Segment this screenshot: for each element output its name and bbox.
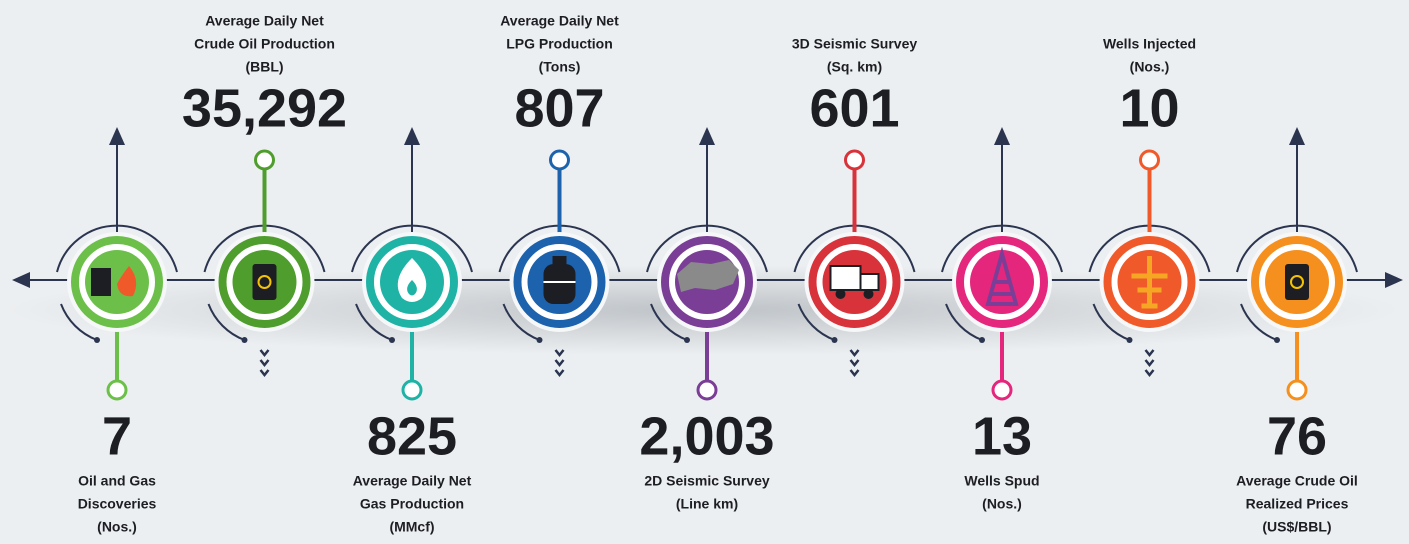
arc-dot [536,337,543,343]
milestone: Wells Injected (Nos.) 10 [1088,36,1211,378]
icon [835,289,846,299]
chevron [849,369,860,378]
arc-dot [1274,337,1280,343]
arc [797,303,835,341]
chevron [849,349,860,358]
value: 76 [1267,406,1327,466]
icon [257,275,272,289]
arc-dot [684,337,690,343]
arc [355,303,393,341]
label: Oil and Gas [78,473,156,489]
label: (Tons) [539,59,581,75]
chevron [849,359,860,368]
arc [60,303,98,341]
label: (Nos.) [982,496,1022,512]
icon [252,264,277,300]
icon [859,273,880,291]
chevron [554,369,565,378]
icon [117,266,137,297]
stem-node [254,149,275,171]
stem-node [1139,149,1160,171]
arc-dot [979,337,985,343]
milestone: 7 Oil and Gas Discoveries (Nos.) [56,127,178,535]
label: Average Daily Net [500,13,619,29]
milestone: 13 Wells Spud (Nos.) [941,127,1063,512]
icon [552,256,567,265]
value: 2,003 [639,406,774,466]
value: 7 [102,406,132,466]
label: (US$/BBL) [1262,519,1331,535]
label: 2D Seismic Survey [644,473,770,489]
arc-dot [94,337,100,343]
icon [677,260,739,292]
value: 825 [367,406,457,466]
arc [1240,303,1278,341]
label: (Line km) [676,496,738,512]
stem-node [844,149,865,171]
chevron [1144,359,1155,368]
chevron [554,349,565,358]
label: (BBL) [245,59,283,75]
label: (Nos.) [97,519,137,535]
label: Crude Oil Production [194,36,335,52]
milestone: 3D Seismic Survey (Sq. km) 601 [792,36,918,378]
icon [543,264,576,304]
milestone: Average Daily Net LPG Production (Tons) 807 [498,13,621,378]
icon [407,280,417,296]
ring-inner [85,250,149,314]
label: Discoveries [78,496,157,512]
label: Realized Prices [1246,496,1349,512]
label: (Nos.) [1130,59,1170,75]
arc [207,303,245,341]
label: Average Crude Oil [1236,473,1358,489]
icon [985,246,1019,306]
value: 601 [809,78,899,138]
icon [829,265,862,291]
stem-node [549,149,570,171]
stem-node [991,379,1013,401]
label: (Sq. km) [827,59,882,75]
label: Wells Spud [964,473,1039,489]
milestone: Average Daily Net Crude Oil Production (BB… [182,13,347,378]
value: 10 [1119,78,1179,138]
arc-dot [831,337,838,343]
arc-dot [389,337,395,343]
stem-node [696,379,718,401]
icon [1131,256,1168,309]
arc [502,303,540,341]
label: Average Daily Net [205,13,324,29]
label: Wells Injected [1103,36,1196,52]
label: (MMcf) [389,519,434,535]
chevron [1144,369,1155,378]
label: LPG Production [506,36,613,52]
chevron [1144,349,1155,358]
stem-node [106,379,128,401]
arc [1092,303,1130,341]
value: 807 [514,78,604,138]
icon [1290,275,1304,289]
arc-dot [1126,337,1133,343]
chevron [259,349,270,358]
arc [650,303,688,341]
label: Gas Production [360,496,464,512]
stem-node [401,379,423,401]
icon [1285,264,1309,300]
chevron [554,359,565,368]
label: Average Daily Net [353,473,472,489]
chevron [259,359,270,368]
icon [91,268,111,296]
chevron [259,369,270,378]
icon [863,289,874,299]
label: 3D Seismic Survey [792,36,918,52]
milestone: 76 Average Crude Oil Realized Prices (US$/B… [1236,127,1358,535]
milestone: 825 Average Daily Net Gas Production (MMcf) [351,127,473,535]
value: 35,292 [182,78,347,138]
milestone: 2,003 2D Seismic Survey (Line km) [639,127,775,512]
value: 13 [972,406,1032,466]
stem-node [1286,379,1308,401]
arc-dot [241,337,248,343]
arc [945,303,983,341]
